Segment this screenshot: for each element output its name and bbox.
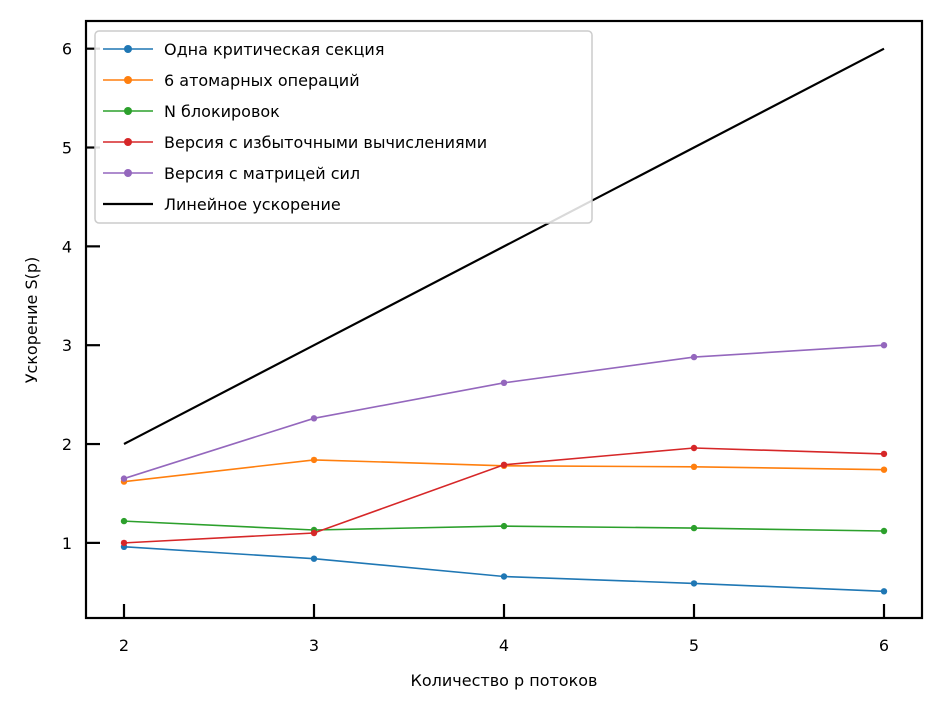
data-point-series-5-3	[500, 379, 508, 386]
x-tick-label: 2	[119, 636, 129, 655]
data-point-series-1-2	[310, 555, 318, 562]
y-tick-label: 6	[62, 40, 72, 59]
legend-label-6: Линейное ускорение	[164, 195, 341, 214]
legend-box	[94, 30, 593, 224]
data-point-series-2-4	[690, 463, 698, 470]
data-point-series-4-1	[120, 539, 128, 547]
data-point-series-1-4	[690, 580, 698, 587]
legend-marker-4	[124, 138, 132, 146]
y-tick-label: 4	[62, 237, 72, 256]
legend-label-4: Версия с избыточными вычислениями	[164, 133, 487, 152]
legend: Одна критическая секция 6 атомарных опера…	[94, 30, 593, 224]
legend-label-2: 6 атомарных операций	[164, 71, 360, 90]
data-point-series-2-2	[310, 456, 318, 464]
y-axis-label: Ускорение S(p)	[22, 257, 41, 384]
data-point-series-4-4	[690, 444, 698, 452]
x-tick-label: 6	[879, 636, 889, 655]
data-point-series-1-5	[880, 588, 888, 595]
y-tick-label: 2	[62, 435, 72, 454]
data-point-series-4-3	[500, 461, 508, 468]
data-point-series-3-1	[120, 517, 128, 525]
x-axis-label: Количество p потоков	[411, 671, 598, 690]
data-point-series-4-5	[880, 450, 888, 458]
data-point-series-1-3	[500, 573, 508, 580]
series-lines	[120, 47, 888, 595]
data-point-series-5-4	[690, 353, 698, 361]
legend-label-5: Версия с матрицей сил	[164, 164, 360, 183]
legend-marker-2	[124, 76, 132, 84]
series-line-6	[123, 47, 885, 445]
y-tick-label: 3	[62, 336, 72, 355]
data-point-series-3-4	[690, 524, 698, 532]
data-point-series-5-1	[120, 475, 128, 482]
data-point-series-3-5	[880, 527, 888, 535]
legend-marker-5	[124, 169, 132, 177]
x-tick-label: 3	[309, 636, 319, 655]
legend-label-1: Одна критическая секция	[164, 40, 384, 59]
data-point-series-3-3	[500, 522, 508, 530]
data-point-series-5-2	[310, 415, 318, 422]
data-point-series-4-2	[310, 529, 318, 537]
legend-marker-1	[124, 45, 132, 53]
x-tick-label: 4	[499, 636, 509, 655]
legend-label-3: N блокировок	[164, 102, 280, 121]
x-axis-ticks: 2 3 4 5 6	[119, 604, 889, 655]
data-point-series-5-5	[880, 342, 888, 349]
y-tick-label: 1	[62, 534, 72, 553]
y-tick-label: 5	[62, 139, 72, 158]
x-tick-label: 5	[689, 636, 699, 655]
legend-marker-3	[124, 107, 132, 115]
data-point-series-2-5	[880, 466, 888, 473]
